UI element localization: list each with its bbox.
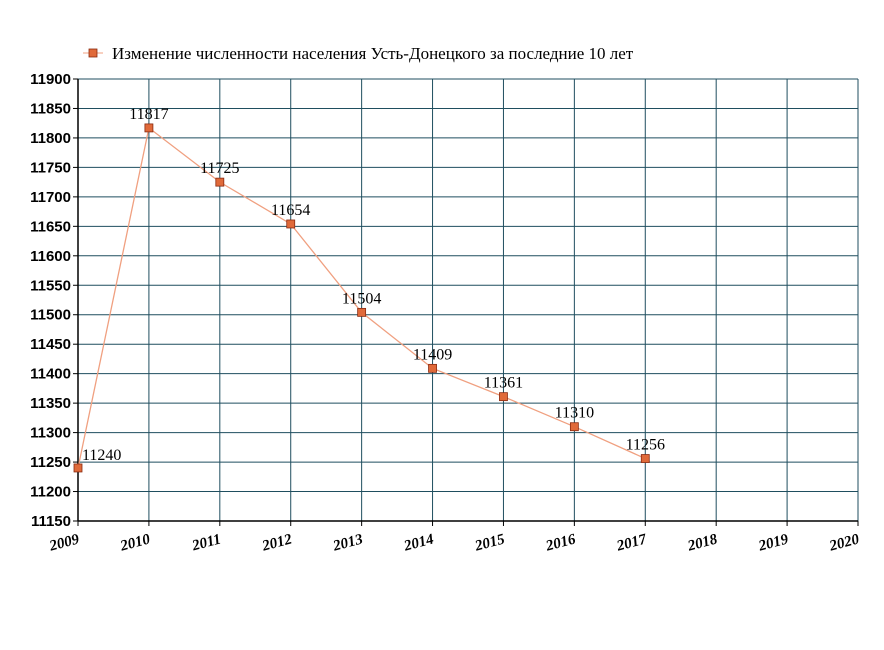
data-label: 11817	[129, 106, 168, 123]
y-tick-label: 11400	[30, 366, 71, 383]
axes	[73, 78, 859, 526]
x-tick-label: 2013	[331, 531, 366, 555]
data-labels: 11240 11817 11725 11654 11504 11409 11361 11310…	[82, 106, 665, 464]
y-tick-label: 11700	[30, 189, 71, 206]
x-tick-label: 2009	[47, 531, 82, 555]
data-label: 11310	[555, 405, 594, 422]
y-tick-label: 11350	[30, 395, 71, 412]
y-tick-label: 11550	[30, 277, 71, 294]
y-tick-label: 11850	[30, 100, 71, 117]
y-tick-label: 11650	[30, 218, 71, 235]
data-label: 11409	[413, 346, 452, 363]
y-tick-label: 11150	[31, 513, 71, 530]
x-tick-label: 2019	[756, 531, 791, 555]
x-tick-label: 2020	[827, 531, 862, 555]
legend-entry-population: Изменение численности населения Усть-Дон…	[112, 44, 634, 63]
data-point	[215, 177, 225, 187]
y-tick-labels: 11150 11200 11250 11300 11350 11400 11450 11500…	[30, 71, 71, 530]
x-tick-label: 2015	[472, 531, 507, 555]
x-tick-label: 2018	[685, 531, 720, 555]
data-point	[357, 307, 367, 317]
y-tick-label: 11750	[30, 159, 71, 176]
x-tick-label: 2017	[614, 531, 649, 555]
data-label: 11654	[271, 202, 310, 219]
data-point	[499, 392, 508, 402]
x-tick-label: 2016	[543, 531, 578, 555]
y-tick-label: 11500	[30, 307, 71, 324]
y-tick-label: 11900	[30, 71, 71, 88]
grid	[77, 78, 859, 522]
data-label: 11361	[484, 375, 523, 392]
y-tick-label: 11200	[30, 484, 71, 501]
data-label: 11240	[82, 447, 121, 464]
data-label: 11504	[342, 290, 381, 307]
data-point	[73, 463, 83, 473]
data-point	[640, 454, 650, 463]
y-tick-label: 11800	[30, 130, 71, 147]
x-tick-label: 2010	[118, 531, 153, 555]
x-tick-label: 2011	[190, 531, 223, 554]
data-point	[144, 123, 154, 133]
data-point	[569, 422, 579, 432]
x-tick-label: 2014	[401, 531, 436, 555]
y-tick-label: 11450	[30, 336, 71, 353]
series-population	[73, 123, 650, 473]
x-tick-labels: 2009 2010 2011 2012 2013 2014 2015 2016 2017 2018…	[47, 531, 862, 555]
y-tick-label: 11250	[30, 454, 71, 471]
y-tick-label: 11600	[30, 248, 71, 265]
data-label: 11725	[200, 160, 239, 177]
legend-marker-swatch	[88, 48, 98, 58]
data-label: 11256	[626, 437, 665, 454]
data-point	[428, 363, 437, 373]
y-tick-label: 11300	[30, 425, 71, 442]
x-tick-label: 2012	[260, 531, 295, 555]
legend: Изменение численности населения Усть-Дон…	[83, 44, 634, 63]
data-point	[286, 219, 296, 229]
